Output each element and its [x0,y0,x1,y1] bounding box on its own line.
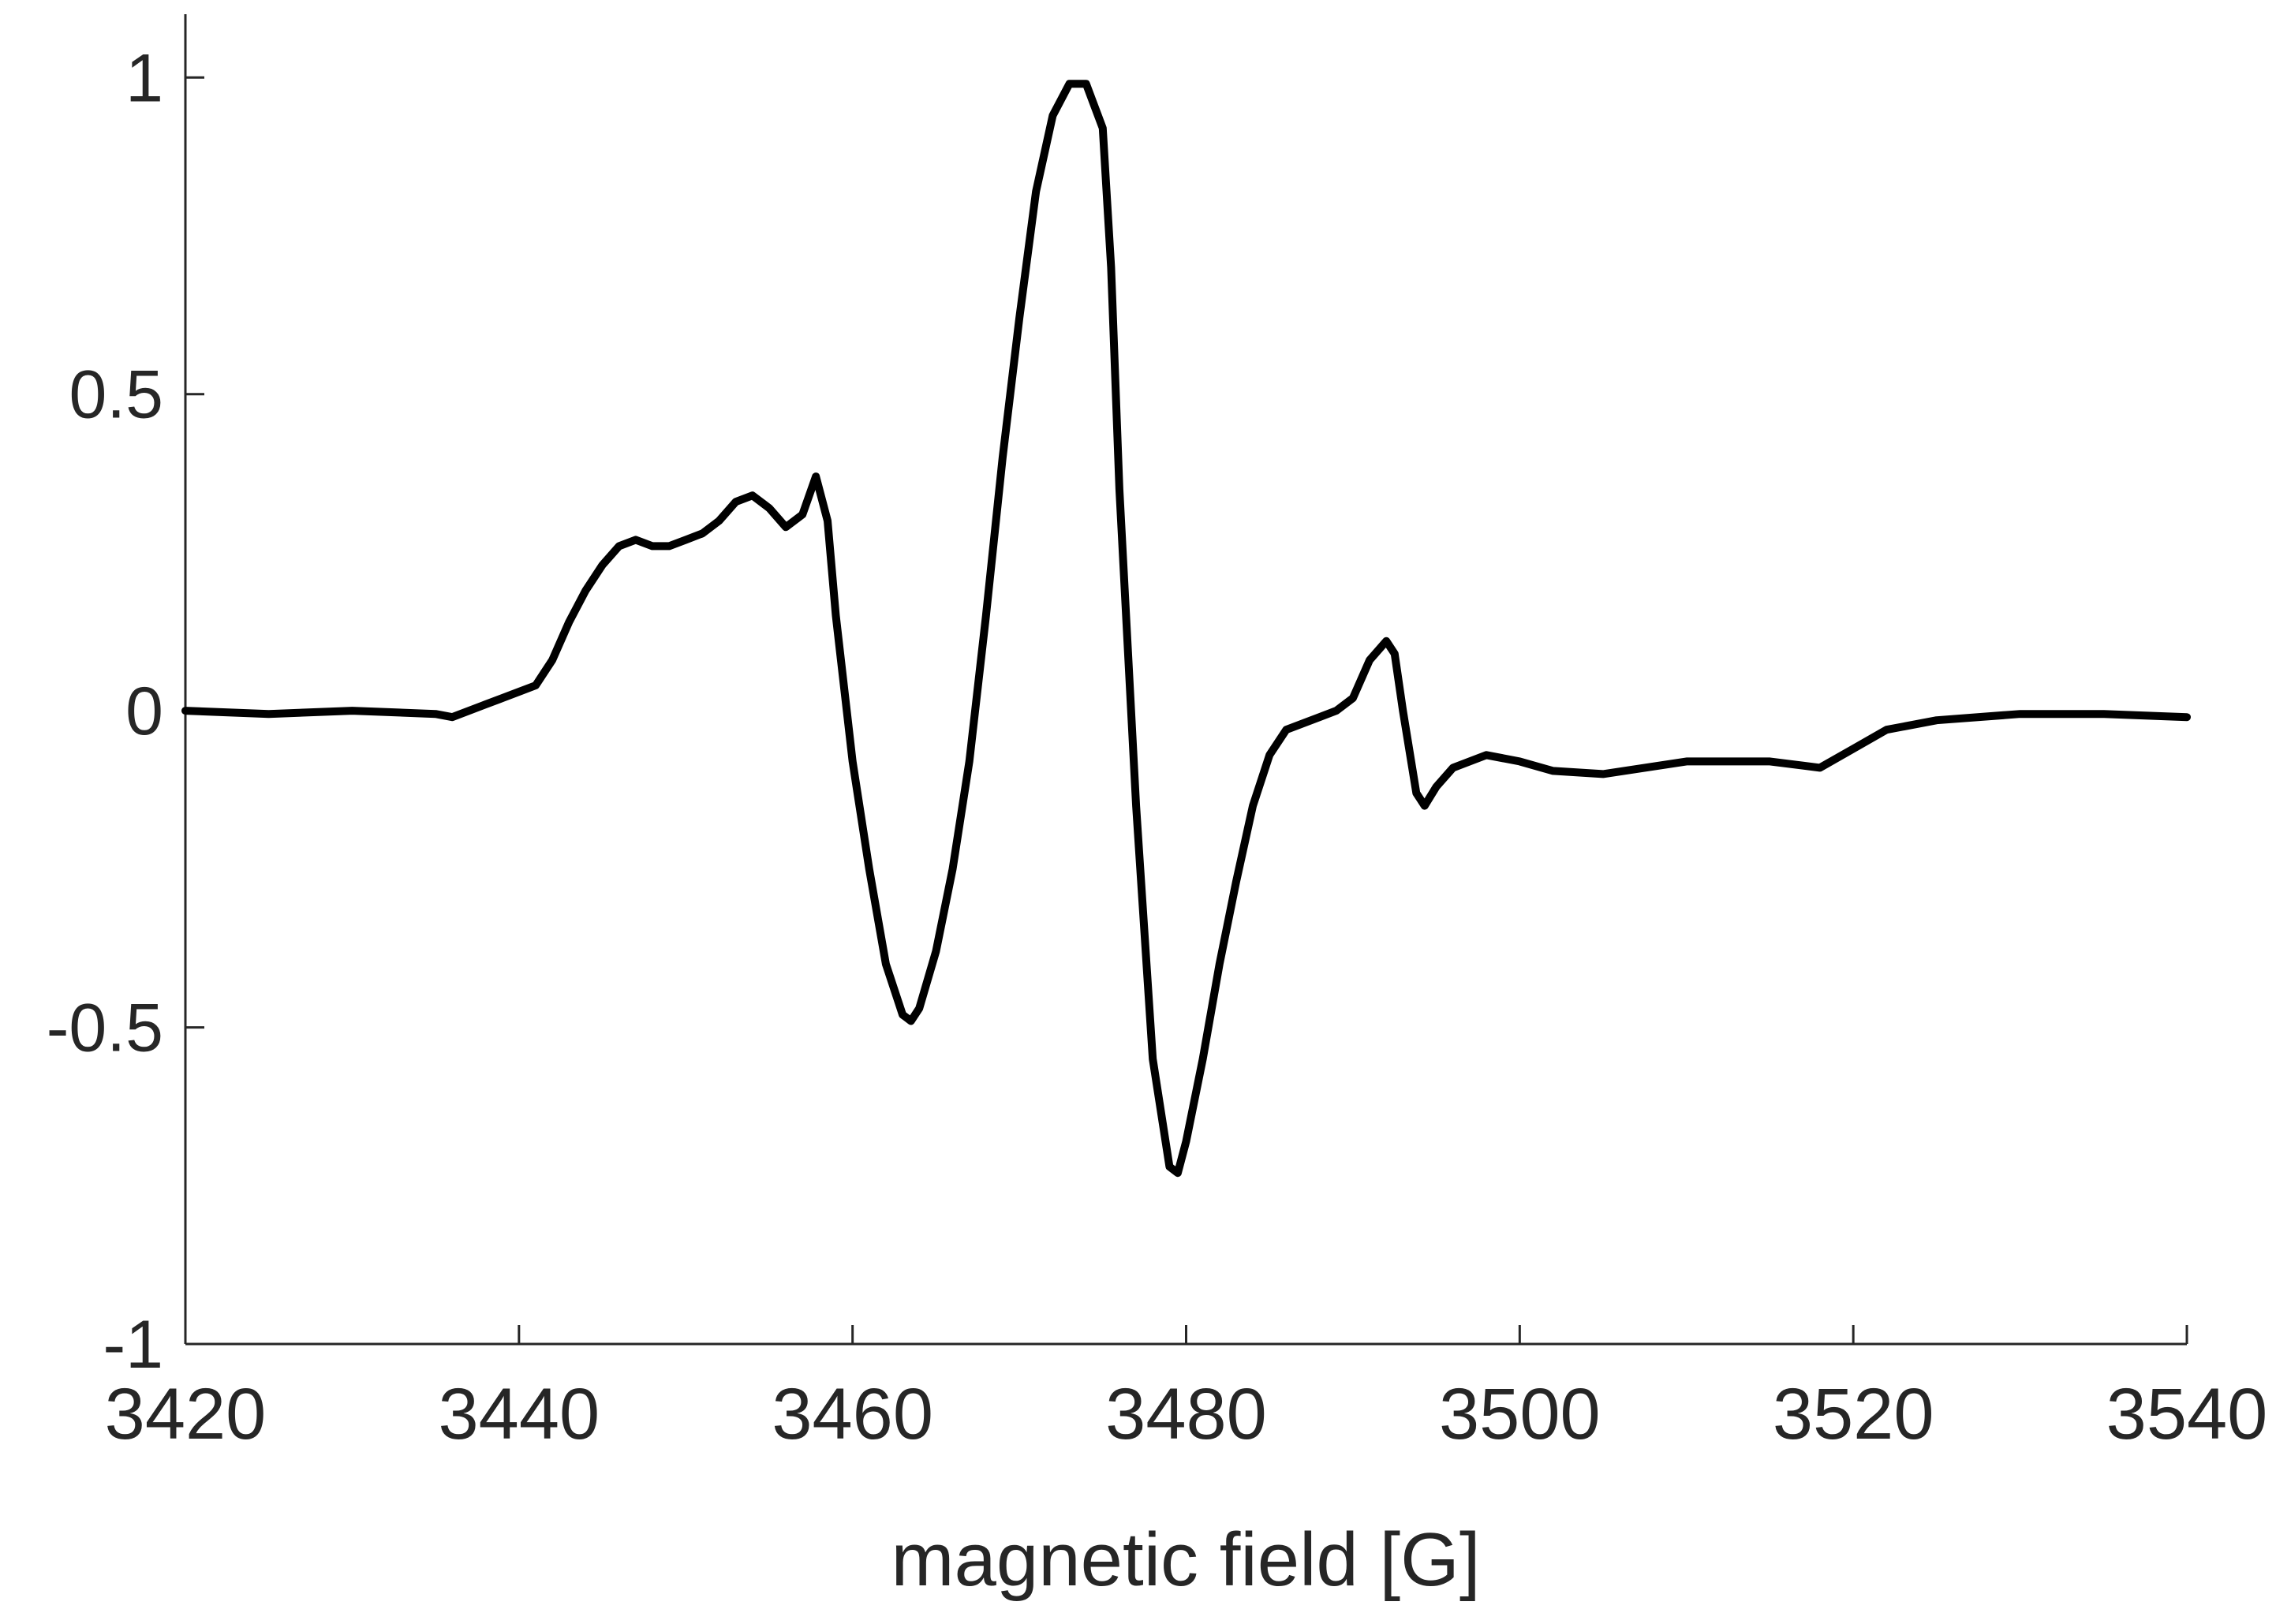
x-tick-label: 3440 [438,1374,600,1454]
x-tick-label: 3480 [1105,1374,1267,1454]
x-tick-label: 3520 [1773,1374,1934,1454]
y-tick-label: 0.5 [69,357,163,433]
x-tick-label: 3420 [105,1374,267,1454]
y-tick-label: -1 [103,1307,163,1383]
y-tick-label: 0 [125,674,163,749]
x-tick-label: 3460 [772,1374,933,1454]
x-axis-label: magnetic field [G] [891,1518,1481,1602]
x-tick-label: 3500 [1439,1374,1601,1454]
spectrum-line [181,80,2191,1178]
y-tick-label: -0.5 [47,991,163,1066]
y-tick-label: 1 [125,40,163,116]
x-tick-label: 3540 [2106,1374,2268,1454]
